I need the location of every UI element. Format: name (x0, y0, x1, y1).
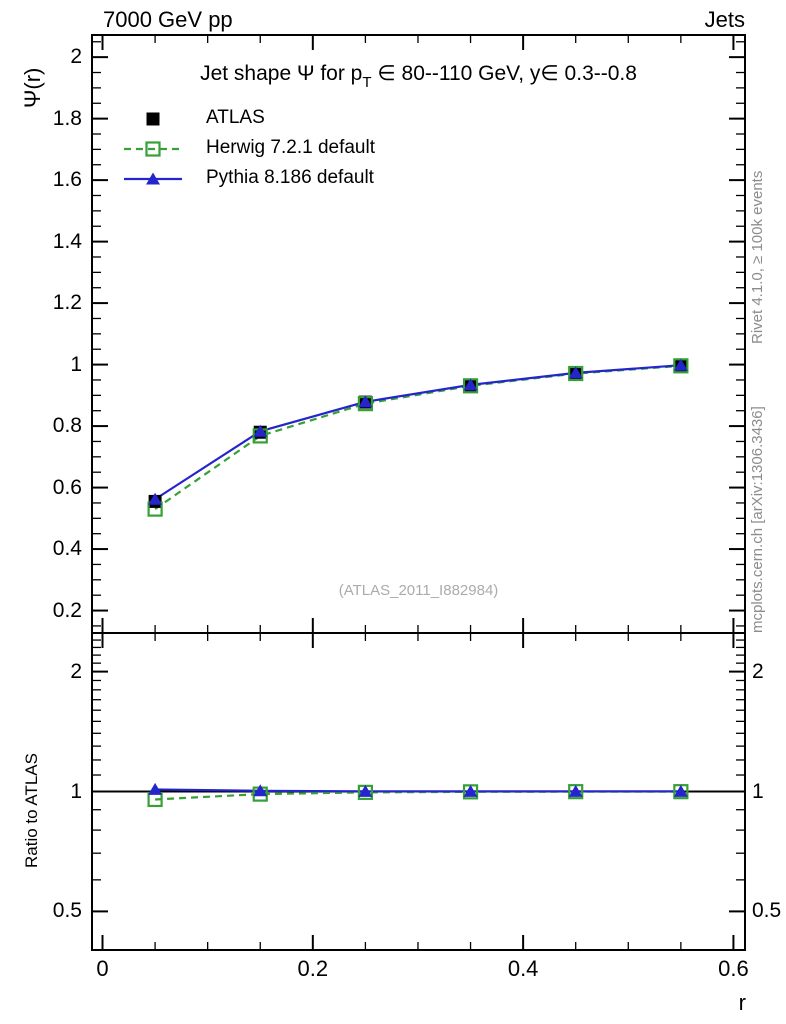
main-y-tick-label: 1 (70, 352, 82, 376)
ratio-series-lines (155, 788, 681, 801)
plot-title: Jet shape Ψ for pT ∈ 80--110 GeV, y∈ 0.3… (92, 61, 745, 91)
plot-title-subscript: T (362, 74, 372, 91)
ratio-y-tick-label-left: 1 (70, 779, 82, 803)
legend-glyph (146, 112, 160, 126)
main-series-markers (147, 358, 689, 517)
legend-marker-pythia (124, 172, 182, 185)
x-tick-label: 0 (96, 956, 109, 981)
ratio-y-tick-label-right: 0.5 (752, 899, 782, 923)
plot-title-text: Jet shape Ψ for p (200, 62, 363, 85)
ratio-y-tick-label-right: 2 (752, 659, 764, 683)
x-axis-title: r (738, 990, 746, 1015)
panel-frames (91, 34, 746, 951)
main-y-tick-label: 1.6 (52, 168, 82, 192)
legend-marker-herwig (124, 141, 182, 157)
analysis-id-watermark: (ATLAS_2011_I882984) (338, 582, 499, 599)
main-series-lines (154, 364, 681, 510)
legend-glyph (124, 141, 182, 157)
x-tick-label: 0.2 (297, 956, 329, 981)
ratio-y-axis-ticks (92, 639, 745, 951)
x-tick-label: 0.6 (718, 956, 749, 981)
beam-energy-label: 7000 GeV pp (103, 7, 233, 32)
legend-label-atlas: ATLAS (206, 107, 265, 128)
ratio-y-tick-label-right: 1 (752, 779, 764, 803)
legend-label-herwig: Herwig 7.2.1 default (206, 137, 375, 158)
legend-marker-atlas (146, 112, 160, 126)
main-y-axis-ticks (92, 41, 745, 627)
x-tick-label: 0.4 (507, 956, 539, 981)
main-y-tick-label: 0.4 (52, 537, 82, 561)
main-y-tick-label: 2 (70, 45, 82, 69)
plot-title-text-cont: ∈ 80--110 GeV, y∈ 0.3--0.8 (371, 62, 637, 85)
main-y-tick-label: 0.6 (52, 475, 82, 499)
legend-label-pythia: Pythia 8.186 default (206, 167, 374, 188)
main-y-tick-label: 1.2 (52, 291, 82, 315)
ratio-y-tick-label-left: 0.5 (52, 899, 82, 923)
main-y-tick-label: 1.8 (52, 106, 82, 130)
ratio-y-tick-label-left: 2 (70, 659, 82, 683)
analysis-group-label: Jets (704, 7, 745, 32)
main-y-tick-label: 0.8 (52, 414, 82, 438)
x-axis-ticks (101, 35, 735, 950)
main-y-tick-label: 1.4 (52, 229, 82, 253)
legend-glyph (124, 172, 182, 185)
main-y-tick-label: 0.2 (52, 598, 82, 622)
ratio-series-markers (147, 782, 689, 808)
